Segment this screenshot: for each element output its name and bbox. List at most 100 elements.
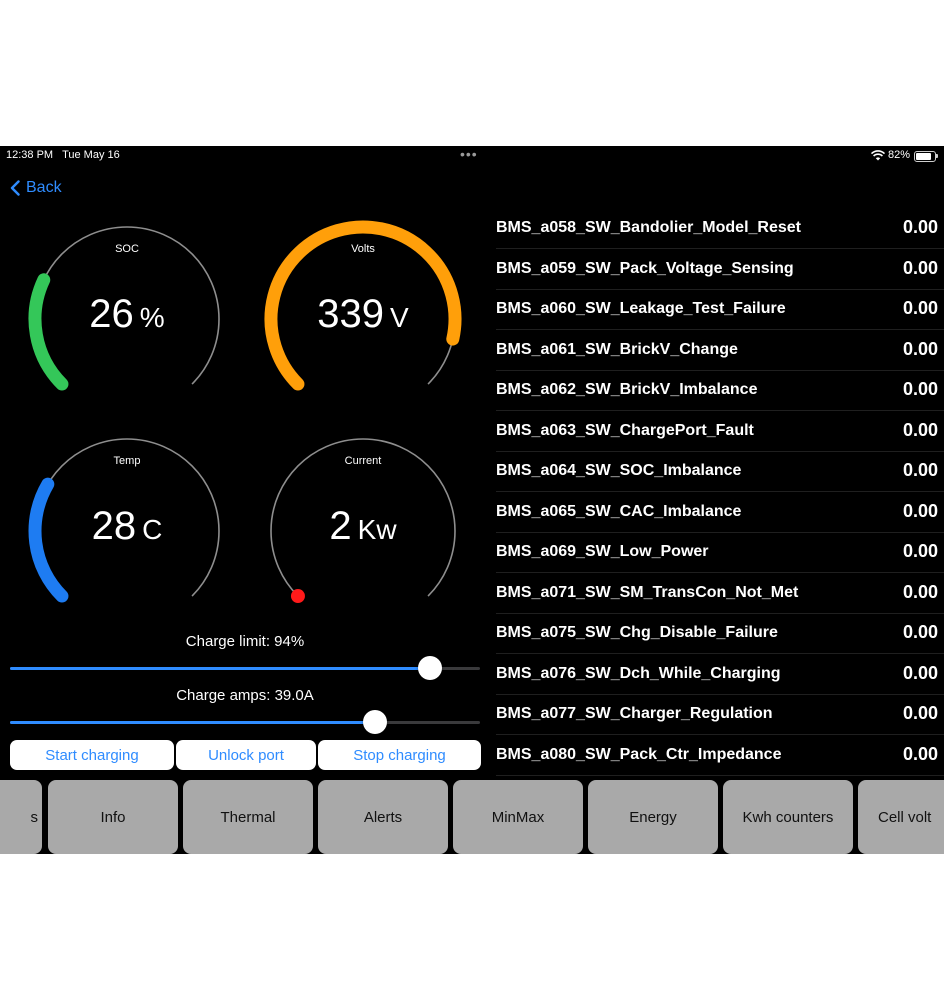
- volts-gauge-arc: [264, 220, 462, 391]
- alert-name: BMS_a075_SW_Chg_Disable_Failure: [496, 624, 778, 641]
- back-button[interactable]: Back: [10, 177, 62, 199]
- alert-value: 0.00: [902, 338, 938, 359]
- charge-amps-label: Charge amps: 39.0A: [176, 687, 314, 704]
- charge-limit-fill: [10, 667, 431, 670]
- alert-row[interactable]: BMS_a064_SW_SOC_Imbalance 0.00: [496, 451, 944, 492]
- alert-name: BMS_a071_SW_SM_TransCon_Not_Met: [496, 583, 799, 601]
- alert-value: 0.00: [902, 743, 938, 764]
- alert-row[interactable]: BMS_a058_SW_Bandolier_Model_Reset 0.00: [496, 208, 944, 249]
- soc-value: 26%: [22, 292, 232, 337]
- charge-limit-slider[interactable]: [10, 656, 480, 680]
- tab-label: Energy: [629, 808, 677, 826]
- tab-label: MinMax: [491, 808, 545, 826]
- volts-gauge-dial: [264, 220, 462, 391]
- tab-s[interactable]: s: [0, 780, 42, 854]
- alert-row[interactable]: BMS_a059_SW_Pack_Voltage_Sensing 0.00: [496, 249, 944, 290]
- alert-value: 0.00: [902, 703, 938, 723]
- alert-row[interactable]: BMS_a076_SW_Dch_While_Charging 0.00: [496, 654, 944, 695]
- alert-name: BMS_a065_SW_CAC_Imbalance: [496, 502, 742, 520]
- charge-amps-slider[interactable]: [10, 710, 480, 734]
- soc-gauge-dial: [28, 226, 220, 391]
- unlock-port-button[interactable]: Unlock port: [176, 740, 316, 770]
- charge-amps-thumb[interactable]: [363, 710, 388, 734]
- alert-row[interactable]: BMS_a071_SW_SM_TransCon_Not_Met 0.00: [496, 573, 944, 614]
- tab-cell-volt[interactable]: Cell volt: [858, 780, 944, 854]
- alert-row[interactable]: BMS_a060_SW_Leakage_Test_Failure 0.00: [496, 289, 944, 330]
- alert-value: 0.00: [902, 541, 938, 561]
- charge-limit-label: Charge limit: 94%: [185, 633, 305, 650]
- alert-name: BMS_a077_SW_Charger_Regulation: [496, 705, 773, 722]
- tab-label: Cell volt: [878, 808, 932, 826]
- alert-value: 0.00: [902, 419, 938, 440]
- alert-value: 0.00: [902, 662, 938, 683]
- tab-label: Info: [100, 808, 126, 826]
- start-charging-button[interactable]: Start charging: [10, 740, 174, 770]
- temp-number: 28: [91, 504, 137, 548]
- alert-name: BMS_a063_SW_ChargePort_Fault: [496, 421, 754, 439]
- back-label: Back: [26, 179, 62, 196]
- alert-row[interactable]: BMS_a077_SW_Charger_Regulation 0.00: [496, 694, 944, 735]
- alert-value: 0.00: [902, 581, 938, 602]
- alert-name: BMS_a064_SW_SOC_Imbalance: [496, 462, 742, 479]
- status-clock: 12:38 PM: [6, 149, 54, 161]
- alert-value: 0.00: [902, 298, 938, 318]
- alert-row[interactable]: BMS_a063_SW_ChargePort_Fault 0.00: [496, 411, 944, 452]
- temp-unit: C: [142, 514, 163, 545]
- soc-number: 26: [89, 292, 134, 336]
- tab-thermal[interactable]: Thermal: [183, 780, 313, 854]
- alert-name: BMS_a069_SW_Low_Power: [496, 543, 709, 560]
- tab-label: Alerts: [363, 808, 403, 826]
- current-number: 2: [329, 504, 352, 548]
- wifi-icon: [871, 150, 885, 161]
- alert-name: BMS_a060_SW_Leakage_Test_Failure: [496, 300, 786, 317]
- alert-value: 0.00: [902, 217, 938, 237]
- status-date: Tue May 16: [62, 149, 120, 161]
- current-label: Current: [344, 455, 382, 467]
- alert-row[interactable]: BMS_a069_SW_Low_Power 0.00: [496, 532, 944, 573]
- alert-row[interactable]: BMS_a061_SW_BrickV_Change 0.00: [496, 330, 944, 371]
- alert-value: 0.00: [902, 622, 938, 642]
- temp-gauge: Temp 28 C: [22, 426, 232, 636]
- alert-name: BMS_a080_SW_Pack_Ctr_Impedance: [496, 745, 782, 763]
- tab-kwh-counters[interactable]: Kwh counters: [723, 780, 853, 854]
- alert-row[interactable]: BMS_a080_SW_Pack_Ctr_Impedance 0.00: [496, 735, 944, 776]
- volts-unit: V: [390, 302, 409, 333]
- stop-charging-button[interactable]: Stop charging: [318, 740, 481, 770]
- tab-label: Kwh counters: [742, 808, 834, 826]
- alert-row[interactable]: BMS_a062_SW_BrickV_Imbalance 0.00: [496, 370, 944, 411]
- alert-value: 0.00: [902, 379, 938, 399]
- soc-unit: %: [139, 302, 165, 333]
- app-screen: 12:38 PM Tue May 16 ••• 82% Back SOC 26%…: [0, 146, 944, 854]
- temp-gauge-arc: [28, 477, 69, 603]
- alert-value: 0.00: [902, 257, 938, 278]
- soc-gauge: SOC 26%: [22, 214, 232, 424]
- current-gauge-dial: [270, 438, 456, 604]
- battery-tip: [936, 154, 938, 158]
- alert-value: 0.00: [902, 460, 938, 480]
- soc-label: SOC: [115, 243, 139, 255]
- current-gauge: Current 2 Kw: [258, 426, 468, 636]
- multitasking-dots[interactable]: •••: [460, 146, 478, 162]
- alert-row[interactable]: BMS_a075_SW_Chg_Disable_Failure 0.00: [496, 613, 944, 654]
- current-gauge-track: [270, 438, 456, 597]
- tab-label: s: [30, 808, 39, 826]
- tab-minmax[interactable]: MinMax: [453, 780, 583, 854]
- charge-limit-thumb[interactable]: [418, 656, 443, 680]
- soc-gauge-arc: [28, 273, 69, 391]
- alert-name: BMS_a059_SW_Pack_Voltage_Sensing: [496, 259, 794, 277]
- volts-label: Volts: [351, 243, 375, 255]
- tab-alerts[interactable]: Alerts: [318, 780, 448, 854]
- current-unit: Kw: [357, 514, 397, 545]
- temp-label: Temp: [113, 455, 141, 467]
- chevron-left-icon: [10, 180, 20, 196]
- alert-value: 0.00: [902, 500, 938, 521]
- alert-row[interactable]: BMS_a065_SW_CAC_Imbalance 0.00: [496, 492, 944, 533]
- alert-name: BMS_a062_SW_BrickV_Imbalance: [496, 381, 758, 398]
- volts-value: 339 V: [258, 292, 468, 337]
- volts-number: 339: [317, 292, 385, 336]
- temp-value: 28 C: [22, 504, 232, 549]
- tab-info[interactable]: Info: [48, 780, 178, 854]
- tab-energy[interactable]: Energy: [588, 780, 718, 854]
- alert-name: BMS_a058_SW_Bandolier_Model_Reset: [496, 219, 801, 236]
- status-time: 12:38 PM Tue May 16: [6, 149, 120, 161]
